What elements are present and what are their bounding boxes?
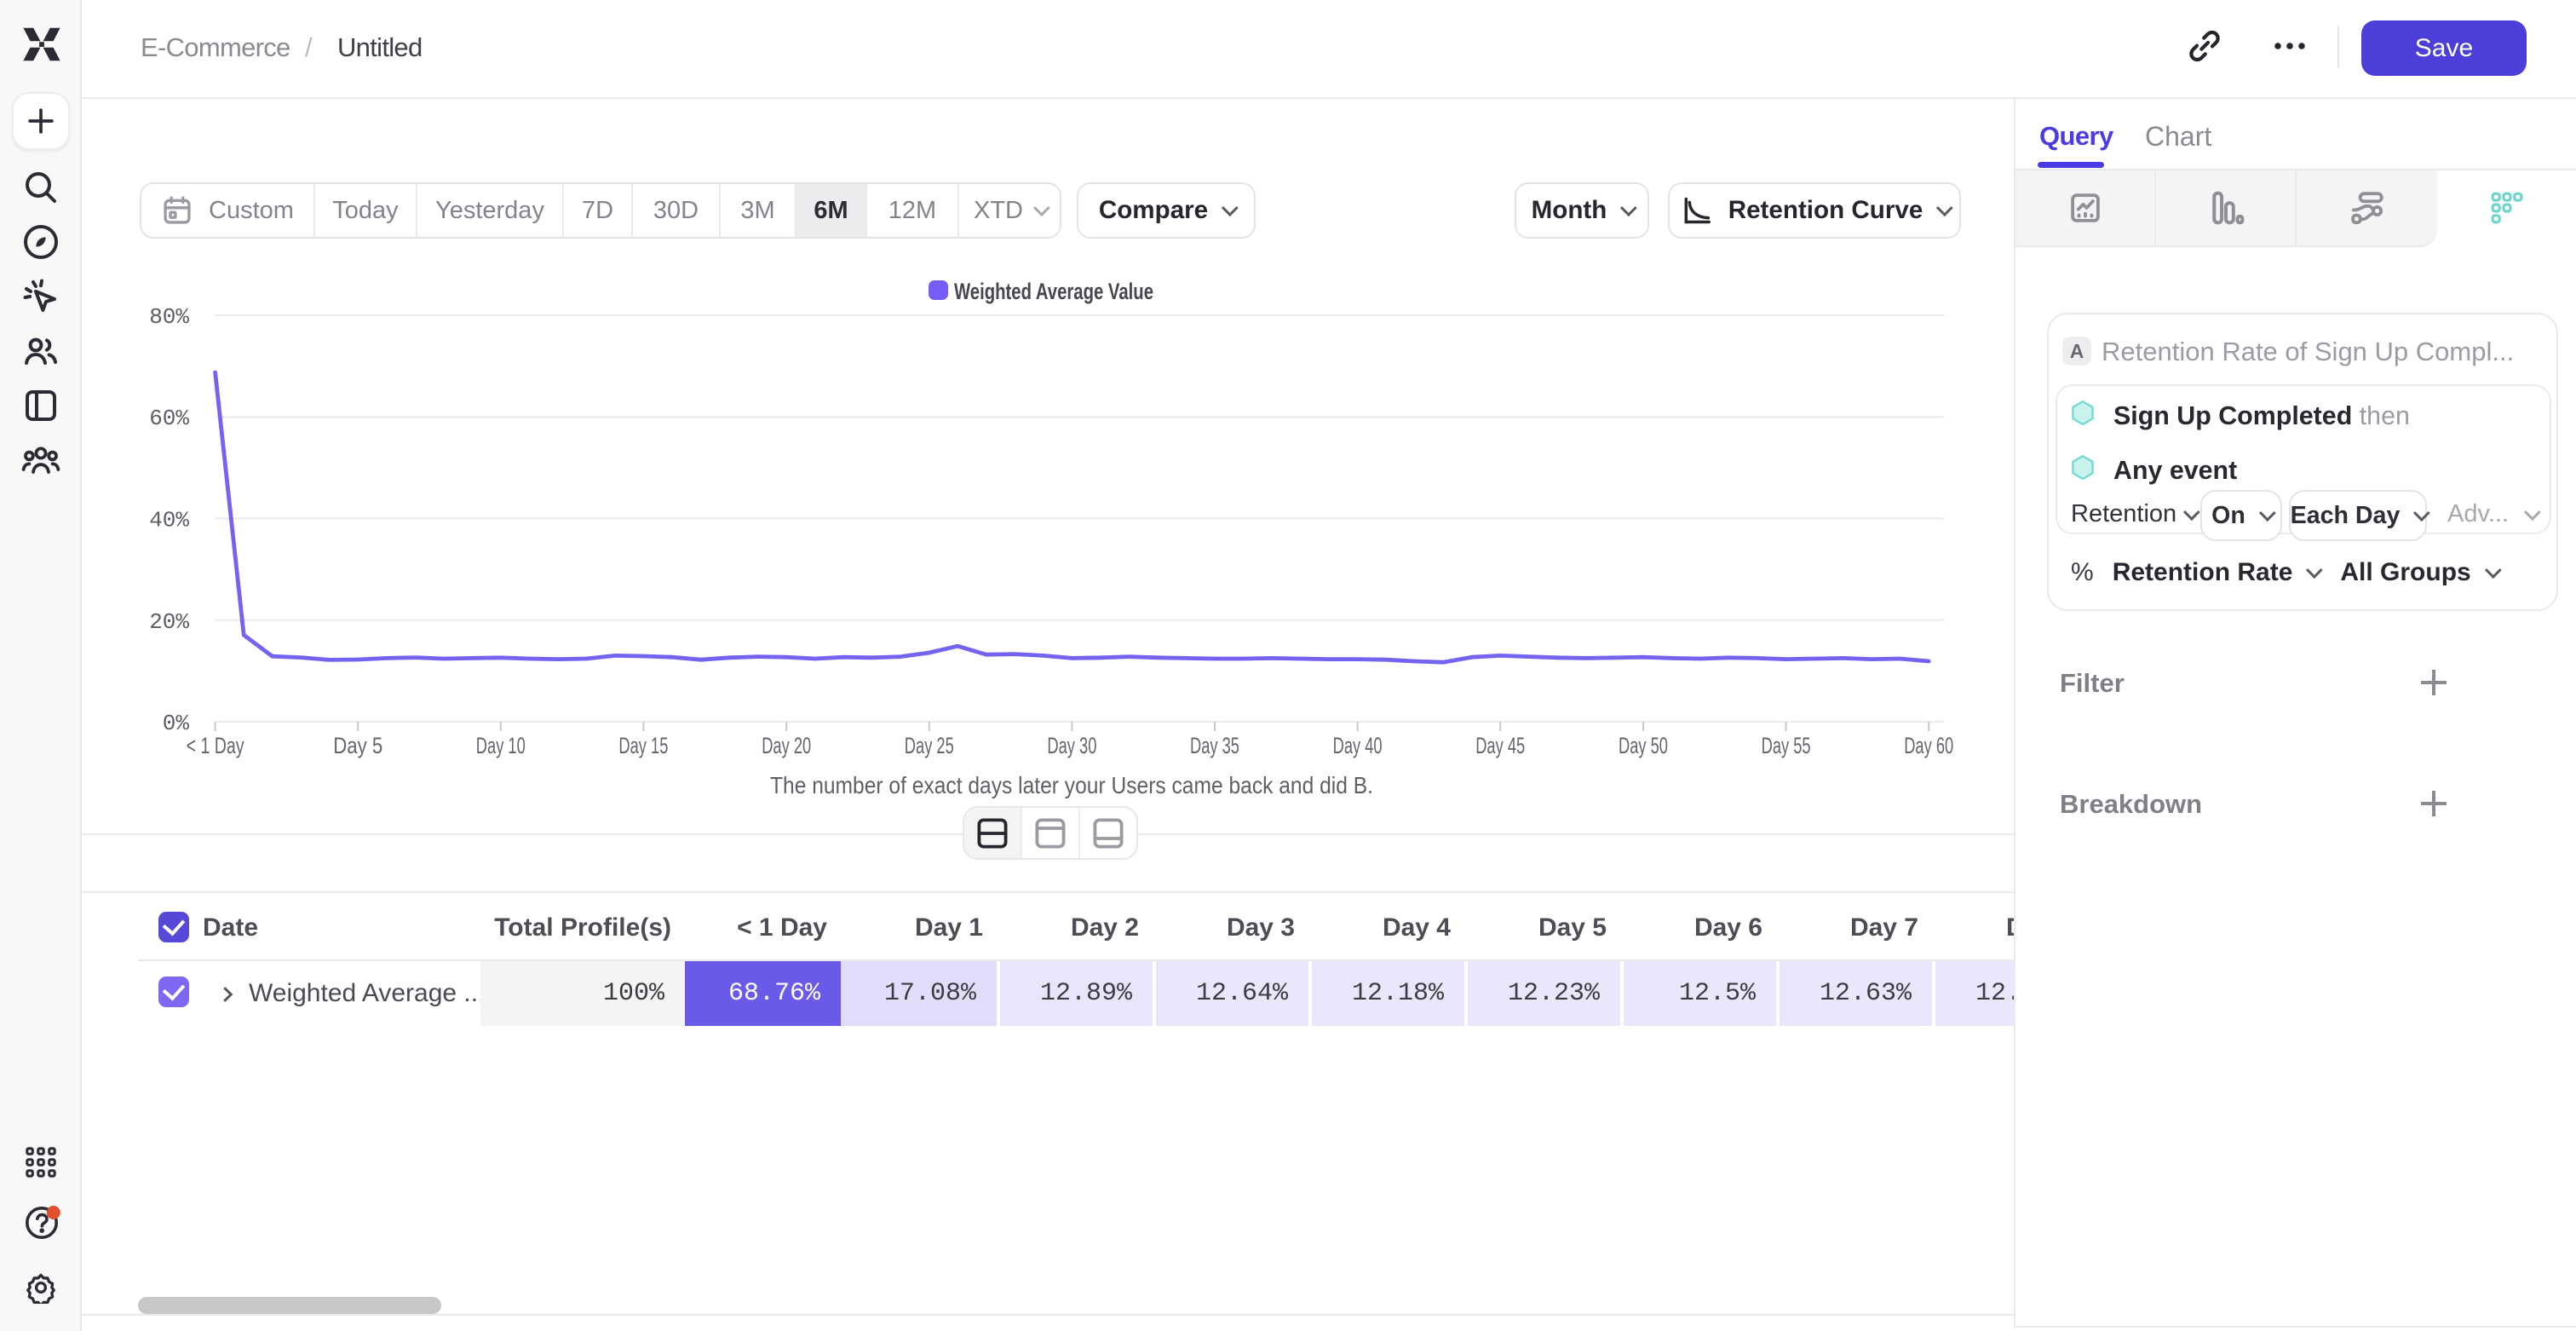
svg-text:Day 5: Day 5 bbox=[333, 733, 382, 758]
svg-text:Day 60: Day 60 bbox=[1904, 733, 1953, 758]
svg-text:Day 55: Day 55 bbox=[1762, 733, 1811, 758]
svg-text:Day 40: Day 40 bbox=[1333, 733, 1383, 758]
svg-text:Day 45: Day 45 bbox=[1475, 733, 1525, 758]
svg-text:Day 20: Day 20 bbox=[762, 733, 811, 758]
svg-text:60%: 60% bbox=[149, 406, 189, 431]
svg-text:Weighted Average Value: Weighted Average Value bbox=[954, 279, 1153, 304]
svg-text:The number of exact days later: The number of exact days later your User… bbox=[770, 772, 1373, 798]
svg-text:20%: 20% bbox=[149, 609, 189, 635]
svg-text:Day 10: Day 10 bbox=[476, 733, 526, 758]
svg-text:< 1 Day: < 1 Day bbox=[187, 733, 244, 758]
svg-text:Day 15: Day 15 bbox=[618, 733, 668, 758]
svg-text:Day 25: Day 25 bbox=[905, 733, 954, 758]
svg-text:Day 50: Day 50 bbox=[1619, 733, 1668, 758]
svg-text:Day 35: Day 35 bbox=[1190, 733, 1239, 758]
svg-text:0%: 0% bbox=[163, 711, 190, 736]
svg-text:80%: 80% bbox=[149, 304, 189, 330]
svg-text:40%: 40% bbox=[149, 507, 189, 533]
svg-text:Day 30: Day 30 bbox=[1047, 733, 1096, 758]
